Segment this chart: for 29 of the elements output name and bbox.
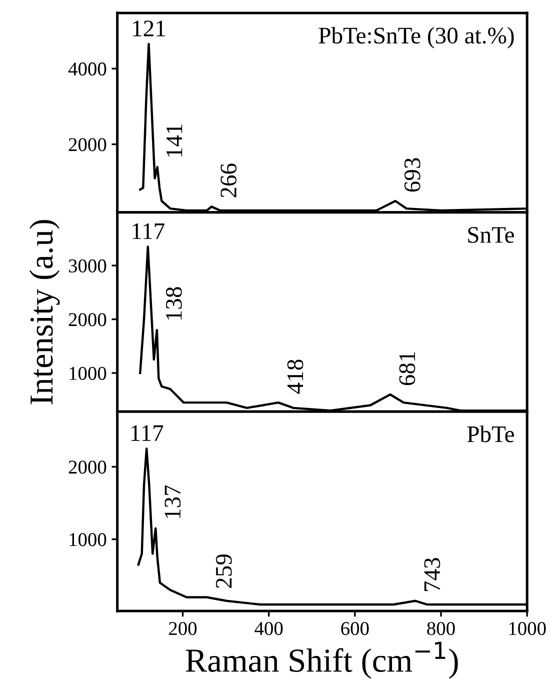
annotation: 137: [164, 485, 181, 518]
y-tick-label: 1000: [70, 366, 106, 380]
x-tick-label: 1000: [509, 622, 546, 636]
annotation: 743: [424, 558, 440, 591]
annotation: 117: [132, 223, 164, 239]
y-tick-label: 1000: [70, 533, 106, 546]
text: PbTe:SnTe (30 at.%): [318, 26, 514, 48]
x-tick-label: 200: [169, 622, 197, 636]
annotation: 681: [399, 352, 416, 386]
annotation: 121: [133, 20, 166, 36]
annotation: 141: [166, 124, 182, 157]
x-axis-title: Raman Shift (cm$^{−1}$): [186, 642, 458, 679]
y-tick-label: 2000: [68, 460, 106, 474]
y-tick-label: 4000: [68, 62, 106, 76]
y-tick-label: 2000: [68, 313, 106, 326]
chart-title: SnTe: [468, 227, 514, 243]
annotation: 418: [287, 360, 304, 394]
y-tick-label: 3000: [68, 259, 106, 272]
annotation: 117: [131, 425, 164, 441]
annotation: 138: [166, 287, 182, 320]
chart-title: PbTe: [467, 426, 514, 442]
x-tick-label: 600: [341, 622, 369, 636]
annotation: 693: [404, 158, 420, 192]
y-tick-label: 2000: [68, 138, 106, 152]
y-axis-title: Intensity (a.u): [29, 220, 60, 404]
x-tick-label: 800: [427, 622, 455, 636]
x-tick-label: 400: [254, 622, 283, 636]
annotation: 259: [216, 554, 232, 588]
annotation: 266: [220, 164, 237, 198]
